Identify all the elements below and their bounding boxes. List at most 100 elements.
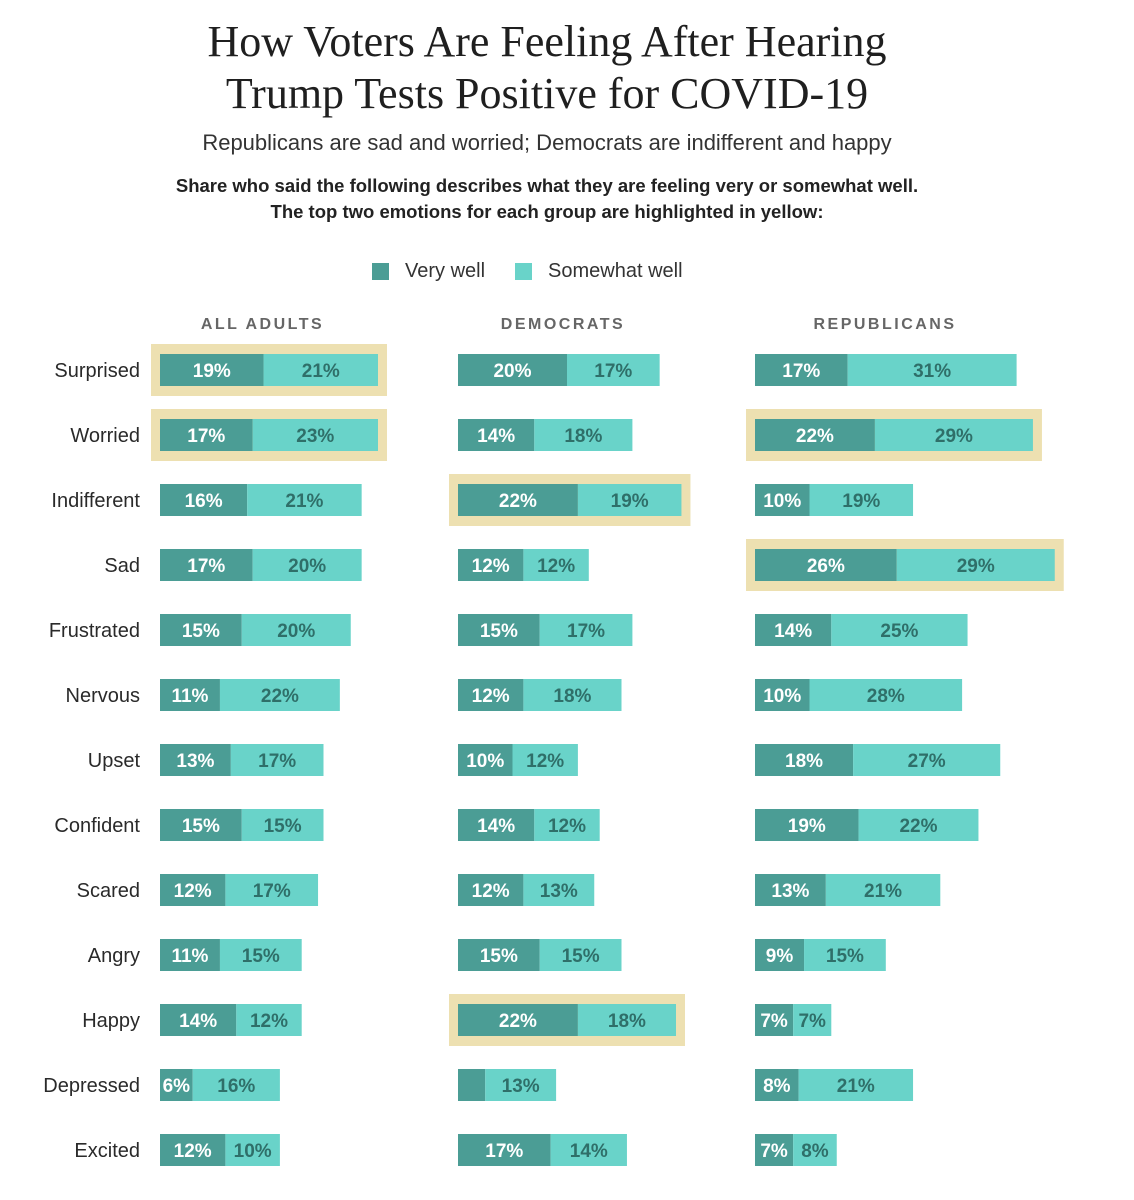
label-very-well: 22% bbox=[499, 1011, 537, 1032]
bar-very-well bbox=[160, 419, 253, 451]
bar-somewhat-well bbox=[896, 549, 1055, 581]
bar-somewhat-well bbox=[577, 1004, 676, 1036]
label-very-well: 12% bbox=[174, 1141, 212, 1162]
label-very-well: 15% bbox=[480, 621, 518, 642]
label-somewhat-well: 15% bbox=[242, 946, 280, 967]
bar-somewhat-well bbox=[192, 1069, 280, 1101]
label-somewhat-well: 18% bbox=[564, 426, 602, 447]
label-somewhat-well: 23% bbox=[296, 426, 334, 447]
bar-very-well bbox=[755, 679, 810, 711]
bar-very-well bbox=[755, 1004, 794, 1036]
bar-very-well bbox=[755, 1134, 794, 1166]
label-somewhat-well: 22% bbox=[899, 816, 937, 837]
bar-very-well bbox=[458, 484, 578, 516]
label-very-well: 26% bbox=[807, 556, 845, 577]
label-somewhat-well: 14% bbox=[570, 1141, 608, 1162]
bar-somewhat-well bbox=[252, 549, 362, 581]
bar-very-well bbox=[755, 549, 897, 581]
label-somewhat-well: 28% bbox=[867, 686, 905, 707]
row-label: Happy bbox=[82, 1010, 140, 1032]
bar-somewhat-well bbox=[809, 679, 963, 711]
label-very-well: 13% bbox=[771, 881, 809, 902]
row-label: Nervous bbox=[66, 685, 140, 707]
label-somewhat-well: 20% bbox=[277, 621, 315, 642]
bar-somewhat-well bbox=[219, 939, 302, 971]
bar-very-well bbox=[160, 874, 226, 906]
bar-very-well bbox=[458, 614, 540, 646]
label-somewhat-well: 7% bbox=[798, 1011, 826, 1032]
label-very-well: 20% bbox=[493, 361, 531, 382]
label-very-well: 6% bbox=[163, 1076, 191, 1097]
bar-somewhat-well bbox=[225, 1134, 280, 1166]
chart-title-line-1: How Voters Are Feeling After Hearing bbox=[207, 17, 887, 66]
label-somewhat-well: 29% bbox=[957, 556, 995, 577]
bar-somewhat-well bbox=[874, 419, 1033, 451]
row-label: Frustrated bbox=[49, 620, 140, 642]
group-header-all-adults: ALL ADULTS bbox=[200, 316, 325, 333]
row-label: Depressed bbox=[43, 1075, 140, 1097]
bar-very-well bbox=[160, 484, 248, 516]
bar-somewhat-well bbox=[831, 614, 968, 646]
label-somewhat-well: 15% bbox=[264, 816, 302, 837]
bar-very-well bbox=[458, 1004, 578, 1036]
label-somewhat-well: 13% bbox=[540, 881, 578, 902]
legend-swatch-somewhat-well bbox=[515, 263, 533, 280]
row-label: Worried bbox=[70, 425, 140, 447]
row-label: Upset bbox=[88, 750, 141, 772]
label-very-well: 22% bbox=[499, 491, 537, 512]
bar-very-well bbox=[160, 1134, 226, 1166]
bar-somewhat-well bbox=[809, 484, 914, 516]
label-somewhat-well: 19% bbox=[842, 491, 880, 512]
label-somewhat-well: 22% bbox=[261, 686, 299, 707]
bar-somewhat-well bbox=[853, 744, 1001, 776]
bar-somewhat-well bbox=[539, 939, 622, 971]
label-very-well: 19% bbox=[788, 816, 826, 837]
chart-note-line-2: The top two emotions for each group are … bbox=[270, 201, 824, 222]
label-very-well: 22% bbox=[796, 426, 834, 447]
bar-somewhat-well bbox=[793, 1134, 837, 1166]
bar-very-well bbox=[755, 939, 805, 971]
label-very-well: 15% bbox=[480, 946, 518, 967]
bar-very-well bbox=[458, 549, 524, 581]
bar-somewhat-well bbox=[263, 354, 378, 386]
bar-very-well bbox=[458, 354, 567, 386]
bar-somewhat-well bbox=[550, 1134, 627, 1166]
bar-somewhat-well bbox=[523, 874, 595, 906]
label-somewhat-well: 15% bbox=[562, 946, 600, 967]
label-very-well: 11% bbox=[171, 946, 208, 967]
bar-very-well bbox=[458, 809, 535, 841]
label-somewhat-well: 18% bbox=[553, 686, 591, 707]
label-somewhat-well: 12% bbox=[537, 556, 575, 577]
bar-very-well bbox=[458, 419, 535, 451]
bar-somewhat-well bbox=[512, 744, 578, 776]
label-very-well: 15% bbox=[182, 621, 220, 642]
label-somewhat-well: 31% bbox=[913, 361, 951, 382]
bar-very-well bbox=[755, 1069, 799, 1101]
label-somewhat-well: 17% bbox=[594, 361, 632, 382]
bar-very-well bbox=[458, 939, 540, 971]
bar-somewhat-well bbox=[225, 874, 319, 906]
row-label: Scared bbox=[77, 880, 140, 902]
label-somewhat-well: 25% bbox=[880, 621, 918, 642]
bar-very-well bbox=[458, 1134, 551, 1166]
bar-somewhat-well bbox=[847, 354, 1017, 386]
bar-very-well bbox=[160, 809, 242, 841]
label-very-well: 10% bbox=[763, 491, 801, 512]
bar-somewhat-well bbox=[219, 679, 340, 711]
bar-somewhat-well bbox=[523, 549, 589, 581]
label-very-well: 9% bbox=[766, 946, 794, 967]
bar-somewhat-well bbox=[534, 419, 633, 451]
label-somewhat-well: 21% bbox=[837, 1076, 875, 1097]
chart-note-line-1: Share who said the following describes w… bbox=[175, 175, 919, 196]
bar-somewhat-well bbox=[804, 939, 886, 971]
label-somewhat-well: 18% bbox=[608, 1011, 646, 1032]
bar-very-well bbox=[160, 744, 231, 776]
bar-somewhat-well bbox=[577, 484, 682, 516]
bar-somewhat-well bbox=[858, 809, 979, 841]
bar-very-well bbox=[160, 549, 253, 581]
bar-somewhat-well bbox=[539, 614, 633, 646]
label-somewhat-well: 8% bbox=[801, 1141, 829, 1162]
label-very-well: 12% bbox=[472, 556, 510, 577]
bar-very-well bbox=[458, 679, 524, 711]
